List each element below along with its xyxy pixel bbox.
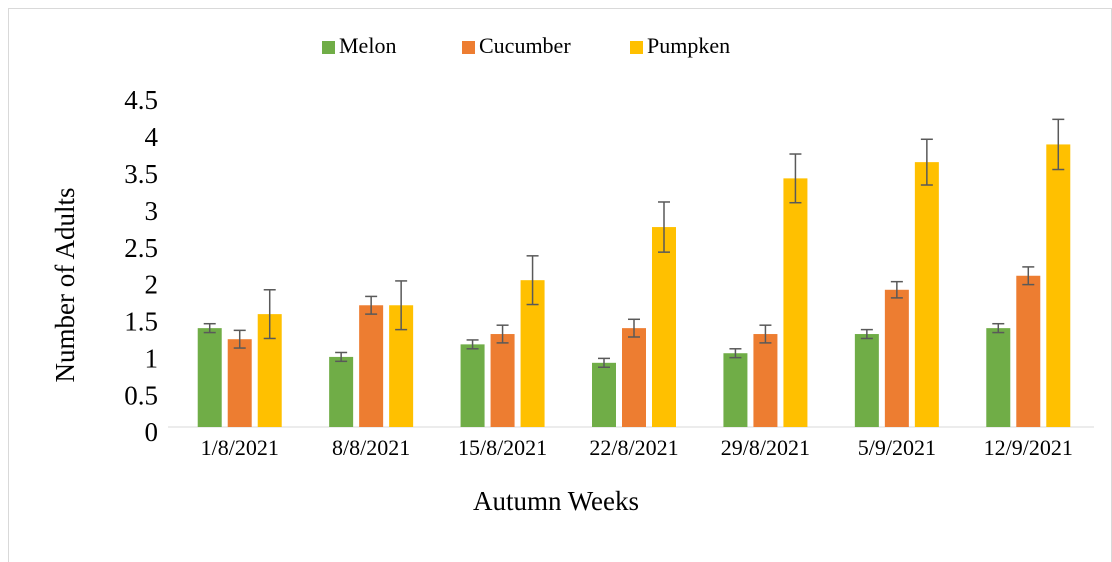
error-bar <box>598 357 610 368</box>
bar <box>622 328 646 427</box>
x-tick-label: 8/8/2021 <box>332 435 410 460</box>
bar <box>723 353 748 427</box>
bar <box>986 328 1011 427</box>
bar <box>329 356 354 427</box>
y-tick-label: 1.5 <box>124 307 158 337</box>
legend-swatch <box>322 41 335 54</box>
bar <box>914 162 939 428</box>
bar <box>359 305 384 427</box>
y-tick-label: 0.5 <box>124 380 158 410</box>
error-bar <box>233 329 246 349</box>
bar <box>1046 144 1071 428</box>
error-bar <box>365 295 378 315</box>
legend-swatch <box>462 41 475 54</box>
y-tick-label: 4.5 <box>124 85 158 115</box>
error-bar <box>496 324 509 344</box>
error-bar <box>658 201 670 253</box>
legend-label: Cucumber <box>479 33 571 58</box>
y-tick-label: 2.5 <box>124 233 158 263</box>
legend-label: Pumpken <box>647 33 730 58</box>
error-bar <box>335 351 348 363</box>
error-bar <box>860 328 873 340</box>
y-tick-label: 0 <box>145 417 159 447</box>
y-tick-label: 3 <box>145 196 159 226</box>
x-tick-label: 1/8/2021 <box>201 435 279 460</box>
bar <box>490 334 515 427</box>
legend-swatch <box>630 41 643 54</box>
x-tick-label: 29/8/2021 <box>721 435 810 460</box>
error-bar <box>263 289 276 340</box>
bar <box>460 344 485 427</box>
x-tick-label: 12/9/2021 <box>984 435 1073 460</box>
x-tick-label: 5/9/2021 <box>858 435 936 460</box>
error-bar <box>920 138 933 186</box>
error-bar <box>1052 118 1065 171</box>
error-bar <box>759 324 772 344</box>
y-tick-label: 2 <box>145 270 159 300</box>
bar <box>884 289 909 427</box>
y-tick-label: 4 <box>145 122 159 152</box>
error-bar <box>890 280 903 299</box>
error-bar <box>466 339 479 350</box>
error-bar <box>395 280 408 331</box>
y-tick-label: 1 <box>145 343 159 373</box>
bar <box>227 339 252 427</box>
legend-label: Melon <box>339 33 396 58</box>
error-bar <box>729 348 742 359</box>
bar <box>753 334 778 427</box>
y-tick-label: 3.5 <box>124 159 158 189</box>
error-bar <box>203 322 216 334</box>
x-tick-label: 15/8/2021 <box>458 435 547 460</box>
bar <box>783 178 808 427</box>
error-bar <box>628 318 640 338</box>
bar <box>197 328 222 427</box>
chart-frame <box>8 8 1112 562</box>
error-bar <box>526 255 539 306</box>
x-axis-label: Autumn Weeks <box>473 486 639 516</box>
error-bar <box>789 153 802 204</box>
bar <box>592 362 616 427</box>
bar <box>1016 275 1041 427</box>
error-bar <box>992 322 1005 334</box>
y-axis-label: Number of Adults <box>50 188 80 383</box>
x-tick-label: 22/8/2021 <box>589 435 678 460</box>
bar <box>854 334 879 427</box>
error-bar <box>1022 266 1035 286</box>
bar <box>652 227 676 427</box>
